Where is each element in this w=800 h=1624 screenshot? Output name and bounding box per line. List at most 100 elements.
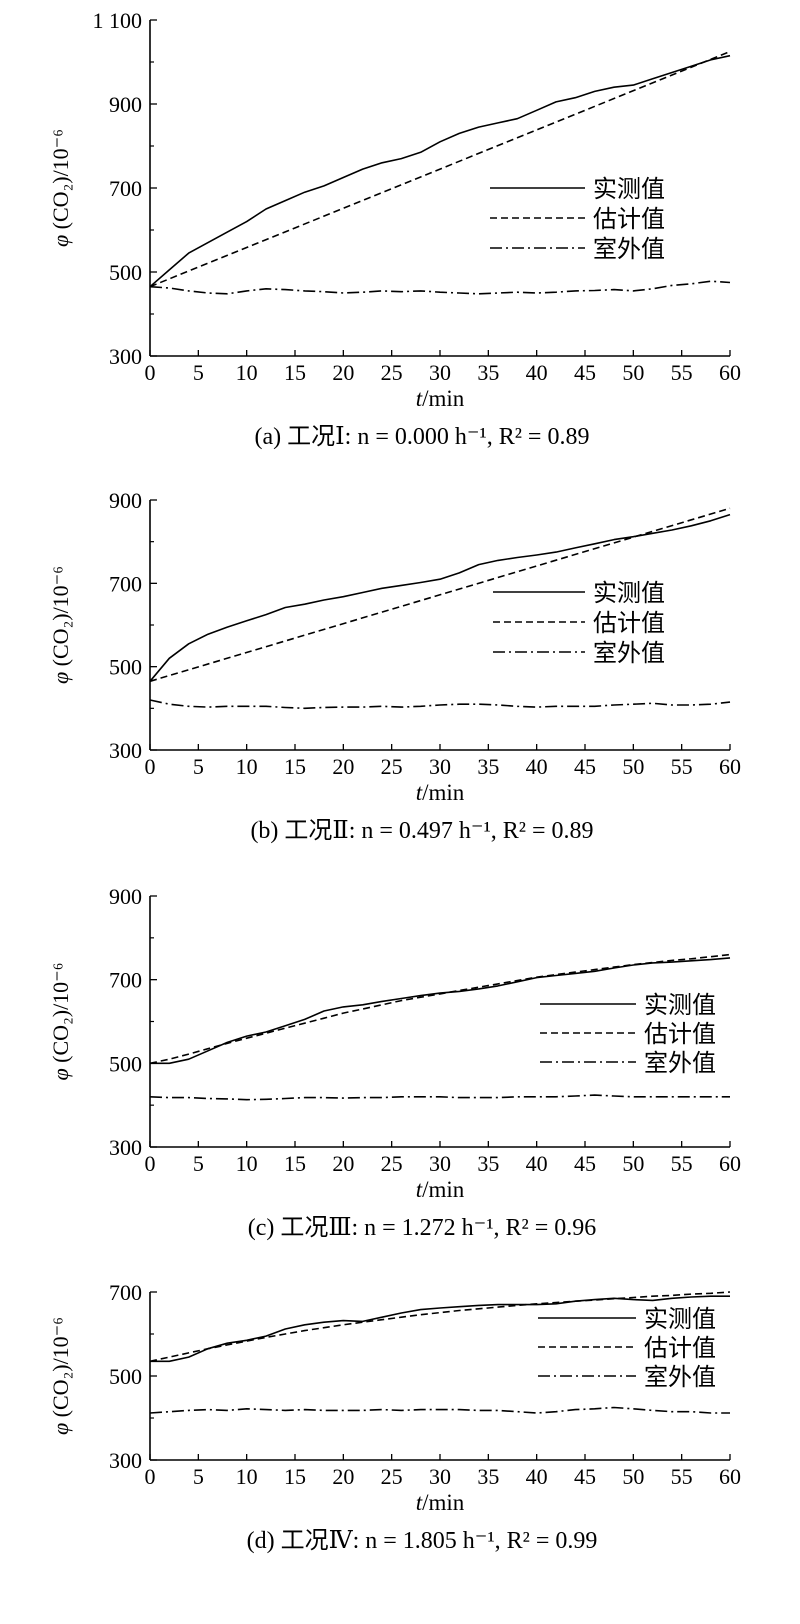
series-line-3: [149, 1094, 730, 1101]
x-tick-label: 60: [719, 754, 741, 779]
x-axis-label: t/min: [416, 386, 465, 411]
x-tick-label: 35: [477, 1151, 499, 1176]
x-tick-label: 50: [622, 1151, 644, 1176]
y-tick-label: 500: [109, 1364, 142, 1389]
y-tick-label: 700: [109, 571, 142, 596]
series-line-1: [149, 513, 731, 682]
series-line-1: [150, 1295, 730, 1363]
legend-label: 估计值: [593, 205, 665, 233]
legend-label: 估计值: [593, 609, 665, 637]
x-tick-label: 15: [284, 1151, 306, 1176]
x-tick-label: 55: [671, 1464, 693, 1489]
x-tick-label: 30: [429, 360, 451, 385]
y-tick-label: 500: [109, 1051, 142, 1076]
x-tick-label: 0: [145, 360, 156, 385]
x-axis-label: t/min: [416, 1177, 465, 1202]
x-tick-label: 10: [236, 754, 258, 779]
legend-label: 实测值: [644, 1305, 716, 1333]
x-tick-label: 50: [622, 360, 644, 385]
x-tick-label: 35: [477, 754, 499, 779]
x-tick-label: 0: [145, 754, 156, 779]
chart-caption: (a) 工况Ⅰ: n = 0.000 h⁻¹, R² = 0.89: [255, 424, 590, 450]
x-tick-label: 20: [332, 1151, 354, 1176]
legend-label: 室外值: [593, 639, 665, 667]
x-axis-label: t/min: [416, 1490, 465, 1515]
x-tick-label: 45: [574, 754, 596, 779]
series-line-2: [149, 507, 731, 683]
y-tick-label: 700: [109, 968, 142, 993]
x-tick-label: 30: [429, 1151, 451, 1176]
x-tick-label: 55: [671, 754, 693, 779]
series-line-2: [149, 953, 731, 1065]
x-tick-label: 60: [719, 360, 741, 385]
y-tick-label: 900: [109, 488, 142, 513]
x-tick-label: 40: [526, 1151, 548, 1176]
chart-caption: (c) 工况Ⅲ: n = 1.272 h⁻¹, R² = 0.96: [248, 1215, 597, 1241]
x-tick-label: 15: [284, 360, 306, 385]
y-tick-label: 500: [109, 260, 142, 285]
legend-label: 室外值: [593, 235, 665, 263]
legend-label: 室外值: [644, 1049, 716, 1077]
x-tick-label: 40: [526, 1464, 548, 1489]
x-tick-label: 20: [332, 754, 354, 779]
chart-caption: (b) 工况Ⅱ: n = 0.497 h⁻¹, R² = 0.89: [250, 818, 593, 844]
y-tick-label: 300: [109, 1448, 142, 1473]
x-tick-label: 10: [236, 1151, 258, 1176]
x-tick-label: 50: [622, 754, 644, 779]
x-tick-label: 10: [236, 360, 258, 385]
y-axis-label: φ (CO₂)/10⁻⁶: [48, 1317, 73, 1435]
series-line-1: [149, 54, 731, 288]
x-tick-label: 55: [671, 360, 693, 385]
x-tick-label: 60: [719, 1151, 741, 1176]
x-tick-label: 5: [193, 360, 204, 385]
series-line-1: [150, 957, 731, 1065]
x-tick-label: 30: [429, 754, 451, 779]
chart-panel-2: 0 5 10 15 20 25 30 35 40 45 50 55 60 300 500 700 900 t/mi…: [48, 488, 741, 844]
y-tick-label: 900: [109, 92, 142, 117]
chart-caption: (d) 工况Ⅳ: n = 1.805 h⁻¹, R² = 0.99: [247, 1528, 598, 1554]
legend-label: 估计值: [644, 1334, 716, 1362]
y-tick-label: 900: [109, 884, 142, 909]
series-line-3: [149, 699, 731, 710]
x-tick-label: 20: [332, 1464, 354, 1489]
x-tick-label: 25: [381, 1464, 403, 1489]
chart-panel-3: 0 5 10 15 20 25 30 35 40 45 50 55 60 300 500 700 900 t/mi…: [48, 884, 741, 1241]
y-tick-label: 300: [109, 344, 142, 369]
x-axis-label: t/min: [416, 780, 465, 805]
x-tick-label: 40: [526, 360, 548, 385]
y-axis-label: φ (CO₂)/10⁻⁶: [48, 129, 73, 247]
x-tick-label: 20: [332, 360, 354, 385]
x-tick-label: 25: [381, 360, 403, 385]
y-axis-label: φ (CO₂)/10⁻⁶: [48, 566, 73, 684]
series-line-2: [149, 50, 731, 288]
chart-panel-1: 0 5 10 15 20 25 30 35 40 45 50 55 60 300 500 700 900 1 10…: [48, 8, 741, 450]
x-tick-label: 25: [381, 754, 403, 779]
x-tick-label: 40: [526, 754, 548, 779]
legend-label: 室外值: [644, 1363, 716, 1391]
x-tick-label: 5: [193, 1151, 204, 1176]
x-tick-label: 50: [622, 1464, 644, 1489]
x-tick-label: 35: [477, 360, 499, 385]
x-tick-label: 45: [574, 1464, 596, 1489]
series-line-3: [149, 1406, 730, 1414]
chart-panel-4: 0 5 10 15 20 25 30 35 40 45 50 55 60 300 500 700 t/min φ …: [48, 1280, 741, 1554]
x-tick-label: 10: [236, 1464, 258, 1489]
x-tick-label: 45: [574, 360, 596, 385]
x-tick-label: 60: [719, 1464, 741, 1489]
y-tick-label: 700: [109, 176, 142, 201]
x-tick-label: 55: [671, 1151, 693, 1176]
y-tick-label: 300: [109, 1135, 142, 1160]
legend-label: 实测值: [593, 175, 665, 203]
x-tick-label: 5: [193, 1464, 204, 1489]
legend-label: 实测值: [644, 991, 716, 1019]
x-tick-label: 5: [193, 754, 204, 779]
y-tick-label: 500: [109, 655, 142, 680]
x-tick-label: 30: [429, 1464, 451, 1489]
series-line-2: [149, 1291, 731, 1363]
